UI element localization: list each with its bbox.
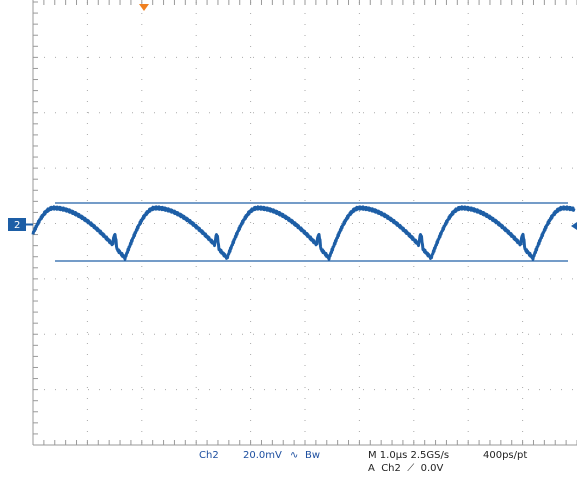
- coupling-symbol: ∿: [290, 450, 298, 461]
- record-resolution: 400ps/pt: [483, 450, 527, 461]
- trigger-position-marker: [139, 4, 149, 11]
- trigger-level-marker: [571, 222, 577, 230]
- channel-label: Ch2: [199, 450, 219, 461]
- timebase: M 1.0µs 2.5GS/s: [368, 450, 449, 461]
- bandwidth-limit: Bw: [305, 450, 320, 461]
- volts-per-div: 20.0mV: [243, 450, 282, 461]
- trigger-readout: A Ch2 ⟋ 0.0V: [368, 463, 443, 474]
- waveform: [31, 205, 576, 261]
- channel-marker-label: 2: [14, 220, 20, 231]
- channel-marker-box: [8, 218, 26, 231]
